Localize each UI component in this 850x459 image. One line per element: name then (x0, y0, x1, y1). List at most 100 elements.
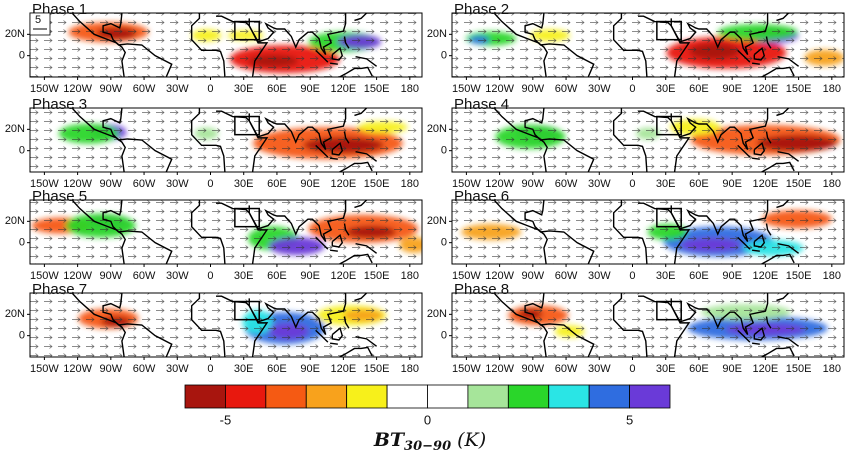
x-tick-label: 90W (522, 83, 545, 95)
x-tick-label: 150W (30, 83, 59, 95)
colorbar-swatch (265, 384, 307, 409)
coastline (737, 144, 751, 158)
x-tick-label: 150W (30, 178, 59, 190)
x-tick-label: 60W (133, 270, 156, 282)
coastline (190, 200, 226, 264)
x-tick-label: 120W (63, 178, 92, 190)
coastline (612, 108, 648, 172)
phase-label: Phase 8 (454, 281, 509, 298)
coastline (190, 293, 226, 357)
y-tick-label: 0 (441, 50, 447, 62)
coastline (760, 66, 795, 77)
coastline (315, 236, 329, 250)
x-tick-label: 60E (267, 363, 287, 375)
phase-label: Phase 7 (32, 281, 87, 298)
coastline (338, 66, 373, 77)
panel-content (30, 13, 422, 77)
coastline (751, 157, 760, 160)
x-tick-label: 90W (100, 363, 123, 375)
coastline (760, 161, 795, 172)
x-tick-label: 150E (364, 363, 390, 375)
x-tick-label: 150E (364, 178, 390, 190)
coastline (777, 151, 800, 162)
panel-content (452, 13, 844, 77)
colorbar-swatch (548, 384, 590, 409)
panel-frame (451, 107, 845, 173)
wind-vectors (30, 108, 422, 172)
coastline (524, 13, 595, 77)
x-tick-label: 30E (656, 83, 676, 95)
panel-frame (29, 199, 423, 265)
coastline (343, 131, 350, 144)
colorbar-tick-label: 5 (626, 412, 633, 427)
colorbar-tick-label: 0 (424, 412, 431, 427)
title-symbol: BT (373, 429, 406, 451)
wind-vectors (30, 293, 422, 357)
phase-label: Phase 5 (32, 188, 87, 205)
coastline (776, 200, 790, 209)
x-tick-label: 150W (452, 270, 481, 282)
y-tick-label: 20N (5, 308, 25, 320)
wind-vectors (452, 293, 844, 357)
x-tick-label: 150W (30, 363, 59, 375)
x-tick-label: 90E (722, 178, 742, 190)
x-tick-label: 30W (588, 363, 611, 375)
x-tick-label: 150E (786, 363, 812, 375)
map-panel: Phase 5 150W 120W 90W 60W 30W 0 30E 60E 90E 120E 15… (5, 188, 423, 282)
x-tick-label: 0 (629, 363, 635, 375)
coastline (776, 13, 790, 22)
coastline (524, 108, 595, 172)
coastline (765, 223, 772, 236)
panel-content (452, 200, 844, 264)
x-tick-label: 150E (786, 83, 812, 95)
region-box (656, 207, 682, 228)
panel-frame (29, 292, 423, 358)
x-tick-label: 90W (522, 363, 545, 375)
x-tick-label: 120E (753, 83, 779, 95)
x-tick-label: 30W (588, 178, 611, 190)
x-tick-label: 120E (753, 178, 779, 190)
coastline (102, 293, 173, 357)
panel-frame (29, 107, 423, 173)
region-box (656, 115, 682, 136)
x-tick-label: 0 (629, 270, 635, 282)
x-tick-label: 150W (452, 83, 481, 95)
x-tick-label: 120W (63, 363, 92, 375)
x-tick-label: 30W (166, 83, 189, 95)
map-panel: Phase 3 150W 120W 90W 60W 30W 0 30E 60E 90E 120E 15… (5, 96, 423, 190)
region-box (234, 115, 260, 136)
x-tick-label: 90E (300, 363, 320, 375)
x-tick-label: 120E (753, 270, 779, 282)
coastline (343, 36, 350, 49)
coastline (753, 326, 766, 341)
x-tick-label: 60E (689, 178, 709, 190)
title-unit: (K) (457, 429, 486, 451)
x-tick-label: 180 (823, 178, 841, 190)
coastline (331, 141, 344, 156)
colorbar-title: BT30−90 (K) (373, 429, 486, 454)
x-tick-label: 90E (722, 83, 742, 95)
title-subscript: 30−90 (404, 439, 451, 454)
colorbar-swatch (225, 384, 267, 409)
coastline (737, 329, 751, 343)
panel-content (30, 200, 422, 264)
phase-label: Phase 4 (454, 96, 509, 113)
x-tick-label: 0 (207, 363, 213, 375)
x-tick-label: 90W (100, 270, 123, 282)
x-tick-label: 180 (823, 270, 841, 282)
coastline (355, 56, 378, 67)
coastline (190, 13, 226, 77)
phase-label: Phase 3 (32, 96, 87, 113)
x-tick-label: 90E (722, 363, 742, 375)
x-tick-label: 180 (401, 270, 419, 282)
x-tick-label: 60E (689, 83, 709, 95)
coastline (355, 336, 378, 347)
region-box (234, 300, 260, 321)
x-tick-label: 150W (452, 363, 481, 375)
coastline (329, 157, 338, 160)
x-tick-label: 180 (401, 178, 419, 190)
coastline (354, 293, 368, 302)
x-tick-label: 0 (629, 83, 635, 95)
x-tick-label: 90W (100, 178, 123, 190)
map-panel: Phase 4 150W 120W 90W 60W 30W 0 30E 60E 90E 120E 15… (427, 96, 845, 190)
